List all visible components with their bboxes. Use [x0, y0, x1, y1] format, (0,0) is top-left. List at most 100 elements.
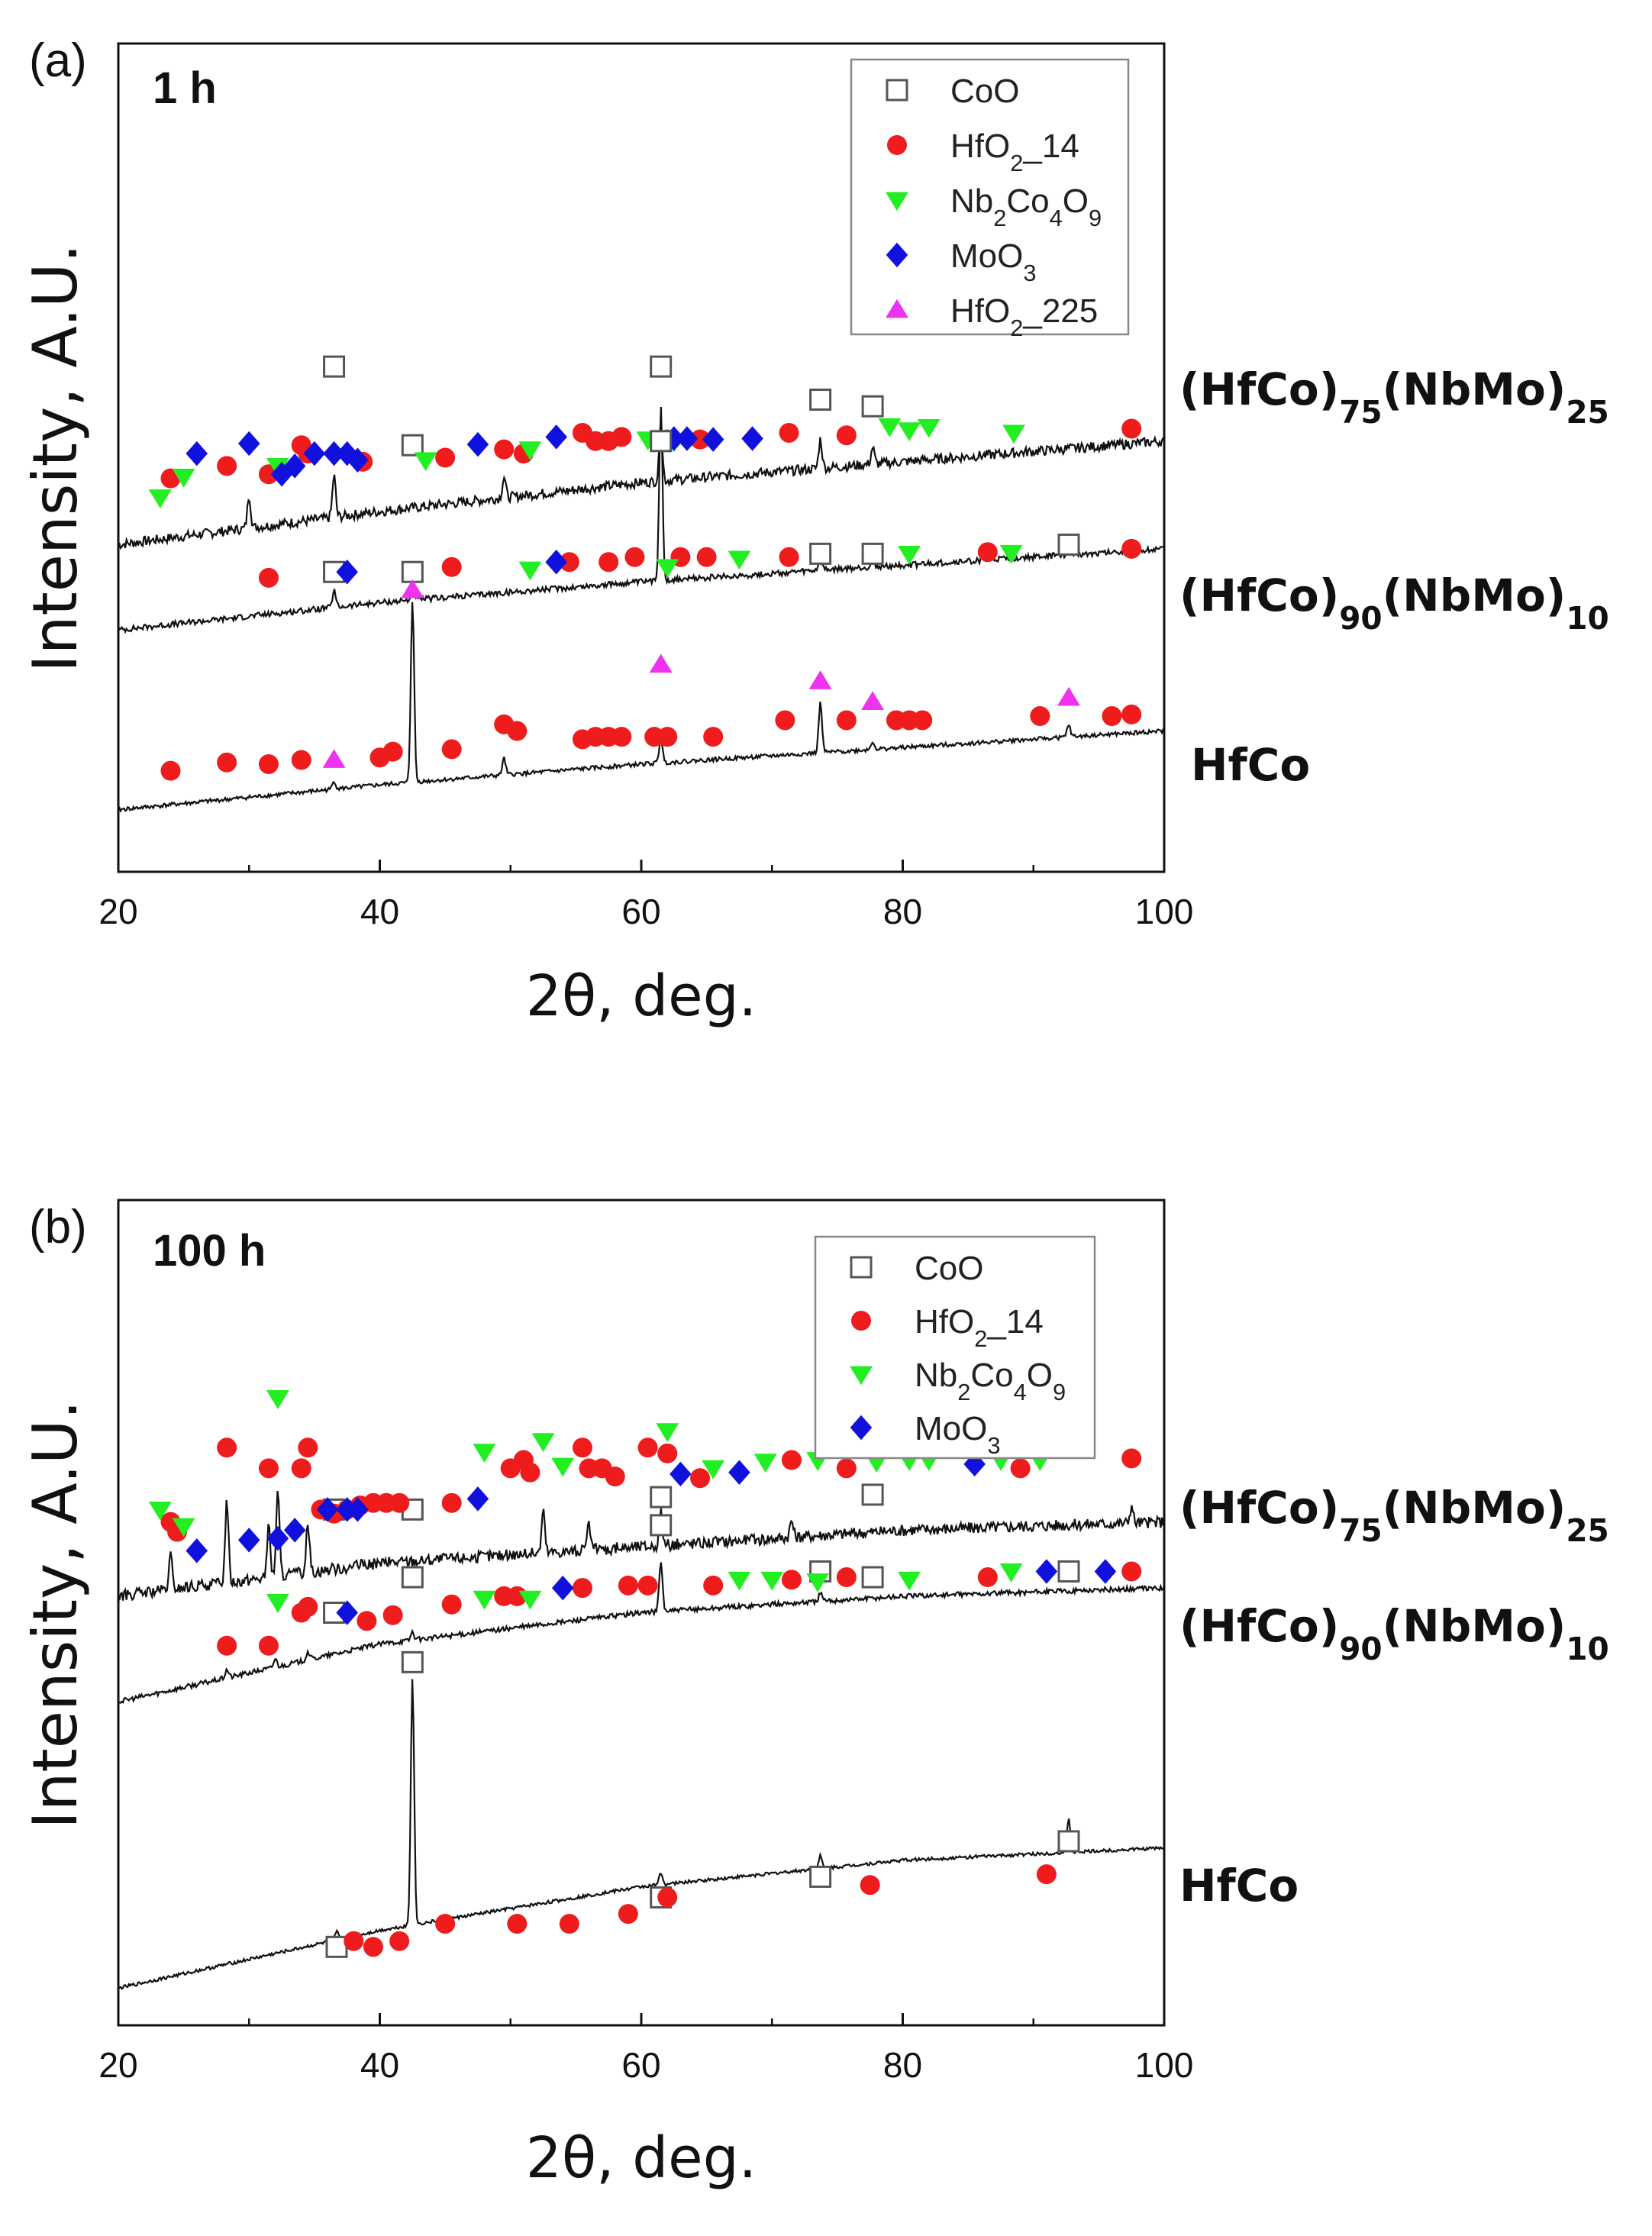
marker-nb2co4o9 [878, 418, 902, 437]
marker-nb2co4o9 [414, 452, 437, 472]
marker-nb2co4o9 [266, 1390, 289, 1409]
marker-coo [401, 1650, 424, 1673]
xrd-trace [118, 1562, 1166, 1705]
marker-coo [809, 1865, 832, 1888]
marker-moo3 [545, 549, 567, 575]
text-run: O [1027, 1357, 1053, 1394]
marker-coo [861, 395, 884, 418]
marker-hfo2_14 [559, 1914, 579, 1934]
marker-hfo2_14 [507, 1914, 528, 1934]
marker-hfo2_225 [1057, 686, 1080, 706]
marker-hfo2_14 [507, 721, 528, 741]
marker-hfo2_14 [657, 1887, 678, 1908]
text-run: Co [1006, 182, 1049, 220]
marker-hfo2_14 [690, 429, 711, 450]
text-run: (HfCo) [1179, 569, 1339, 621]
marker-hfo2_14 [977, 1567, 998, 1588]
marker-nb2co4o9 [898, 1571, 921, 1591]
marker-hfo2_14 [572, 1578, 592, 1599]
marker-hfo2_14 [657, 727, 678, 747]
text-run: (HfCo) [1179, 1600, 1339, 1652]
text-run: _14 [1022, 127, 1079, 165]
marker-hfo2_14 [441, 557, 462, 577]
marker-hfo2_14 [781, 1450, 802, 1470]
legend-marker-coo [850, 1256, 873, 1279]
marker-moo3 [741, 426, 763, 451]
marker-hfo2_14 [382, 1605, 403, 1625]
marker-hfo2_14 [363, 1937, 383, 1957]
subscript: 3 [987, 1432, 1000, 1459]
legend-marker-hfo2_14 [887, 135, 907, 155]
x-tick-label: 60 [621, 2045, 660, 2085]
panel-b: 20 40 60 80 100 2θ, deg. Intensity, A.U. (b) 100… [20, 1199, 1609, 2191]
marker-coo [650, 1486, 673, 1508]
marker-moo3 [186, 440, 208, 466]
marker-hfo2_14 [611, 427, 632, 447]
legend-marker-coo [886, 79, 908, 102]
marker-hfo2_14 [258, 753, 279, 774]
panel-label: (b) [29, 1201, 87, 1254]
marker-hfo2_14 [1030, 706, 1050, 727]
marker-nb2co4o9 [917, 418, 941, 438]
marker-hfo2_14 [258, 567, 279, 588]
subscript: 2 [1010, 315, 1023, 341]
marker-nb2co4o9 [702, 1460, 725, 1479]
marker-moo3 [728, 1460, 750, 1485]
marker-moo3 [237, 1528, 260, 1553]
y-axis-label: Intensity, A.U. [20, 244, 91, 673]
series-hfco90nbmo10 [118, 1514, 1166, 1705]
subscript: 9 [1053, 1379, 1066, 1405]
text-run: _14 [986, 1303, 1043, 1341]
subscript: 25 [1566, 394, 1608, 431]
series-label: (HfCo)75(NbMo)25 [1179, 363, 1609, 431]
marker-coo [401, 434, 424, 457]
marker-nb2co4o9 [518, 1590, 542, 1610]
marker-hfo2_14 [836, 1458, 857, 1479]
marker-coo [1057, 1830, 1080, 1853]
series-label: (HfCo)90(NbMo)10 [1179, 1600, 1609, 1667]
subscript: 2 [974, 1325, 987, 1352]
marker-hfo2_14 [1121, 704, 1142, 724]
subscript: 90 [1339, 600, 1382, 637]
marker-hfo2_14 [217, 1437, 237, 1458]
legend-label-moo3: MoO3 [950, 237, 1037, 286]
series-hfco75nbmo25 [117, 1390, 1165, 1602]
marker-hfo2_14 [1121, 538, 1142, 559]
legend-label-moo3: MoO3 [915, 1410, 1001, 1459]
legend-marker-hfo2_14 [851, 1311, 871, 1331]
marker-moo3 [336, 559, 358, 585]
marker-nb2co4o9 [760, 1571, 784, 1591]
xrd-trace [118, 1679, 1165, 1990]
marker-coo [861, 1483, 884, 1506]
marker-hfo2_14 [441, 739, 462, 760]
marker-hfo2_14 [836, 1567, 857, 1588]
marker-nb2co4o9 [531, 1433, 555, 1452]
marker-moo3 [1035, 1559, 1058, 1584]
marker-hfo2_14 [435, 1914, 456, 1934]
marker-nb2co4o9 [656, 559, 679, 579]
marker-moo3 [663, 426, 686, 451]
x-tick-label: 40 [360, 892, 399, 931]
text-run: HfCo [1191, 739, 1310, 791]
marker-moo3 [186, 1538, 208, 1563]
x-tick-label: 40 [360, 2045, 399, 2085]
text-run: CoO [950, 73, 1019, 110]
marker-nb2co4o9 [999, 1563, 1023, 1583]
marker-moo3 [266, 1525, 289, 1551]
subscript: 9 [1089, 205, 1102, 231]
marker-nb2co4o9 [551, 1457, 575, 1477]
marker-nb2co4o9 [172, 1518, 195, 1537]
x-axis-label: 2θ, deg. [526, 2125, 757, 2191]
marker-hfo2_14 [637, 1437, 658, 1458]
marker-hfo2_14 [382, 741, 403, 762]
marker-hfo2_14 [605, 1466, 625, 1487]
marker-nb2co4o9 [753, 1454, 777, 1473]
marker-moo3 [1094, 1559, 1117, 1584]
marker-hfo2_14 [657, 1443, 678, 1463]
x-tick-label: 80 [883, 2045, 922, 2085]
legend-marker-moo3 [886, 242, 908, 268]
text-run: HfO [950, 292, 1010, 330]
marker-hfo2_225 [861, 691, 885, 710]
text-run: (NbMo) [1383, 569, 1566, 621]
